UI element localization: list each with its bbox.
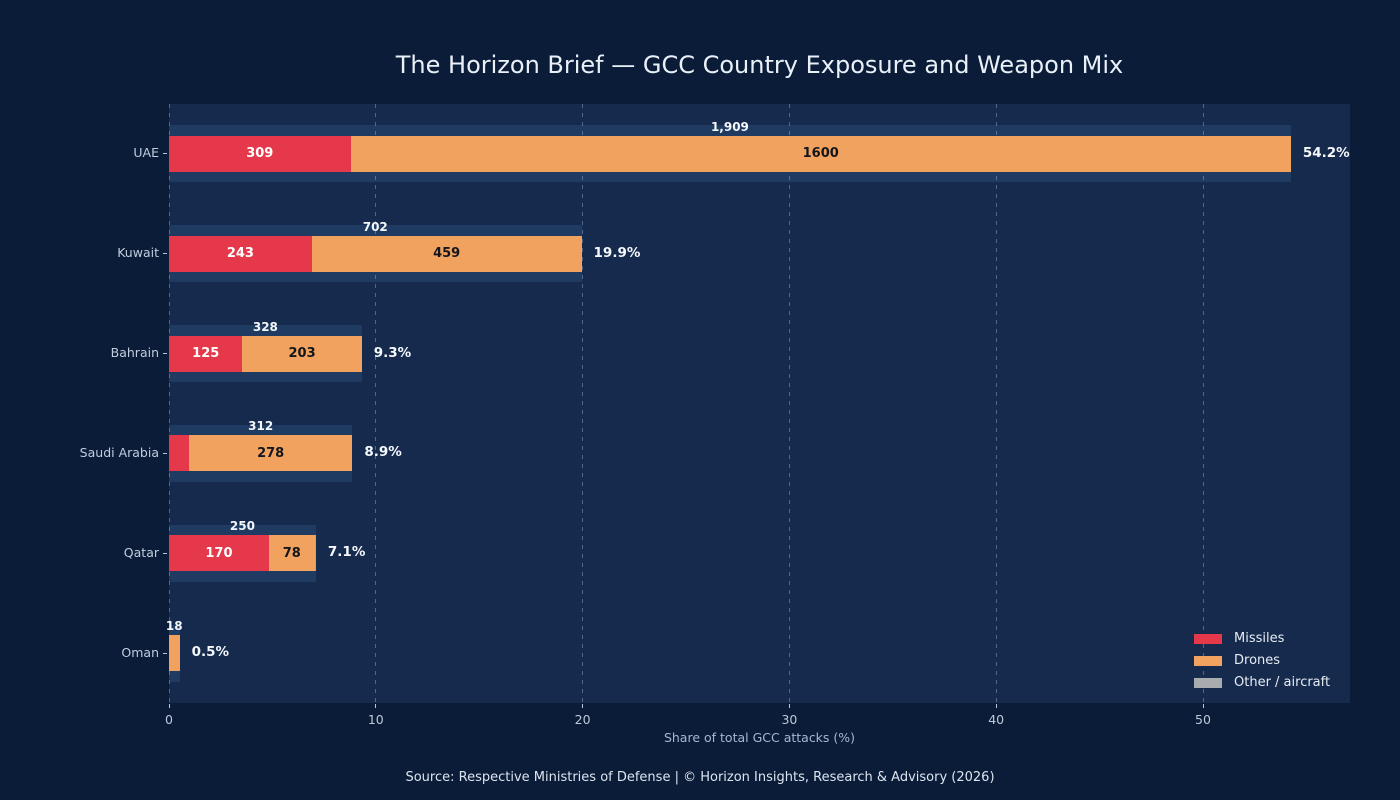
x-tick-label: 50 (1195, 712, 1211, 727)
grid-line (995, 104, 997, 703)
legend-label: Other / aircraft (1234, 675, 1331, 690)
drones-segment (169, 635, 180, 672)
total-value-label: 328 (252, 319, 278, 334)
legend-label: Drones (1234, 653, 1281, 668)
share-percent-label: 9.3% (373, 344, 412, 361)
share-percent-label: 54.2% (1302, 144, 1350, 161)
total-value-label: 1,909 (710, 119, 749, 134)
x-tick-label: 30 (781, 712, 798, 727)
missiles-segment: 170 (169, 535, 269, 572)
y-axis-tick (163, 652, 167, 654)
country-label: Kuwait (117, 245, 159, 261)
missiles-segment: 125 (169, 335, 243, 372)
y-axis-tick (163, 353, 167, 355)
missiles-segment: 309 (169, 135, 351, 172)
x-axis-label: Share of total GCC attacks (%) (663, 730, 856, 745)
country-label: Qatar (123, 544, 159, 560)
x-axis-tick (168, 704, 170, 708)
x-axis-tick (995, 704, 997, 708)
missiles-segment: 243 (169, 235, 312, 272)
drones-segment: 78 (268, 535, 315, 572)
country-label: Saudi Arabia (79, 444, 159, 460)
y-axis-tick (163, 153, 167, 155)
segment-value-label: 170 (205, 545, 233, 561)
source-footer: Source: Respective Ministries of Defense… (405, 770, 995, 785)
x-tick-label: 20 (574, 712, 591, 727)
segment-value-label: 459 (433, 246, 461, 262)
segment-value-label: 78 (282, 545, 301, 561)
share-percent-label: 7.1% (327, 544, 366, 561)
grid-line (788, 104, 790, 703)
grid-line (1202, 104, 1204, 703)
y-axis-tick (163, 552, 167, 554)
plot-area: 0 10 20 30 40 50 309 1600 1,909 54.2% UAE 243 459 702… (80, 104, 1350, 727)
x-axis-tick (582, 704, 584, 708)
total-value-label: 250 (229, 519, 255, 534)
x-axis-tick (788, 704, 790, 708)
segment-value-label: 309 (246, 146, 274, 162)
y-axis-tick (163, 452, 167, 454)
x-tick-label: 10 (367, 712, 384, 727)
legend-label: Missiles (1234, 631, 1285, 646)
country-label: Oman (121, 644, 159, 660)
x-tick-label: 40 (988, 712, 1005, 727)
total-value-label: 312 (248, 419, 274, 434)
x-axis-tick (375, 704, 377, 708)
grid-line (375, 104, 377, 703)
chart-title: The Horizon Brief — GCC Country Exposure… (395, 51, 1124, 79)
total-value-label: 702 (362, 219, 388, 234)
legend-swatch-missiles (1194, 634, 1222, 644)
drones-segment: 278 (188, 435, 353, 472)
x-tick-label: 0 (165, 712, 173, 727)
share-percent-label: 8.9% (364, 444, 402, 461)
share-percent-label: 0.5% (191, 644, 230, 661)
country-label: Bahrain (110, 345, 159, 361)
segment-value-label: 1600 (802, 146, 839, 162)
drones-segment: 459 (311, 235, 582, 272)
segment-value-label: 243 (226, 246, 254, 262)
grid-line (582, 104, 584, 703)
missiles-segment (169, 435, 189, 472)
x-axis-tick (1202, 704, 1204, 708)
share-percent-label: 19.9% (593, 244, 641, 261)
legend-swatch-drones (1194, 656, 1222, 666)
country-label: UAE (133, 145, 159, 161)
y-axis-tick (163, 253, 167, 255)
drones-segment: 1600 (350, 135, 1291, 172)
segment-value-label: 278 (257, 445, 285, 461)
grid-line (168, 104, 170, 703)
segment-value-label: 203 (288, 346, 316, 362)
other-segment (314, 535, 316, 572)
drones-segment: 203 (242, 335, 362, 372)
segment-value-label: 125 (192, 346, 220, 362)
legend-swatch-other-aircraft (1194, 678, 1222, 688)
total-value-label: 18 (165, 619, 183, 634)
